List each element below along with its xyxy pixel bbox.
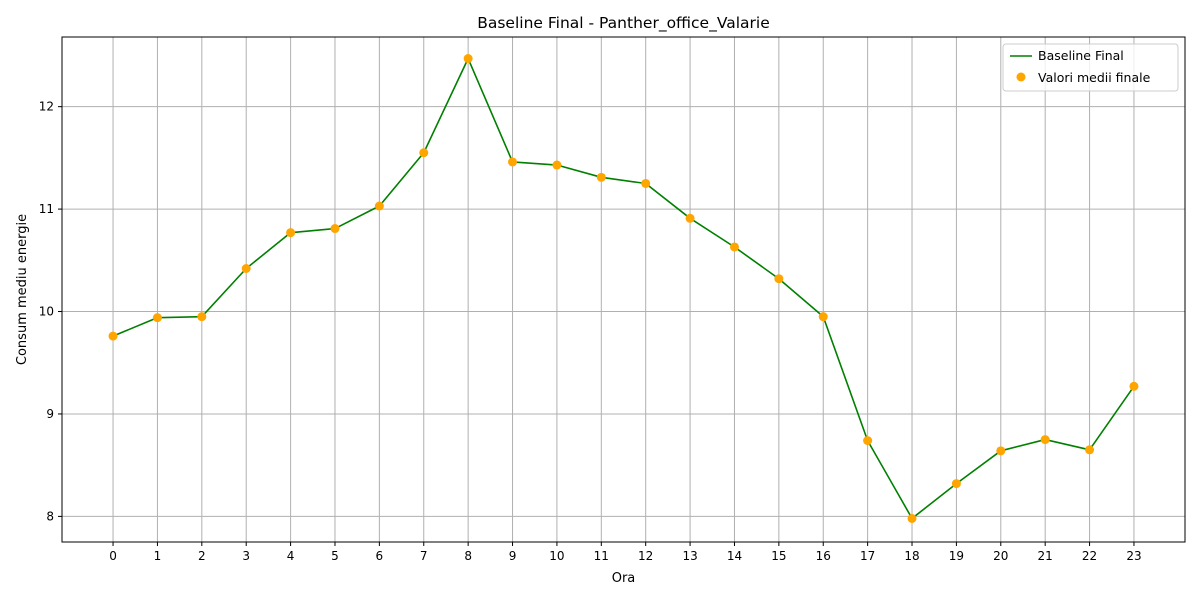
scatter-point bbox=[152, 313, 162, 323]
chart-title: Baseline Final - Panther_office_Valarie bbox=[477, 14, 770, 33]
x-tick-label: 9 bbox=[509, 549, 517, 563]
scatter-point bbox=[863, 436, 873, 446]
legend-box bbox=[1002, 43, 1179, 92]
scatter-point bbox=[508, 157, 518, 167]
x-tick-label: 13 bbox=[682, 549, 697, 563]
legend-label-line-series: Baseline Final bbox=[1038, 48, 1124, 63]
scatter-point bbox=[286, 228, 296, 238]
x-tick-label: 20 bbox=[993, 549, 1008, 563]
x-tick-label: 14 bbox=[727, 549, 742, 563]
x-tick-label: 4 bbox=[287, 549, 295, 563]
x-tick-label: 1 bbox=[154, 549, 162, 563]
x-tick-label: 22 bbox=[1082, 549, 1097, 563]
scatter-point bbox=[241, 264, 251, 274]
x-tick-label: 5 bbox=[331, 549, 339, 563]
scatter-point bbox=[685, 213, 695, 223]
scatter-point bbox=[463, 54, 473, 64]
x-tick-label: 7 bbox=[420, 549, 428, 563]
scatter-point bbox=[108, 331, 118, 341]
scatter-point bbox=[419, 148, 429, 158]
scatter-point bbox=[996, 446, 1006, 456]
scatter-point bbox=[197, 312, 207, 322]
legend: Baseline Final Valori medii finale bbox=[1002, 43, 1179, 92]
scatter-point bbox=[374, 201, 384, 211]
y-tick-label: 12 bbox=[39, 100, 54, 114]
x-tick-label: 19 bbox=[949, 549, 964, 563]
x-tick-label: 10 bbox=[549, 549, 564, 563]
x-tick-label: 16 bbox=[816, 549, 831, 563]
scatter-point bbox=[1040, 435, 1050, 445]
scatter-point bbox=[552, 160, 562, 170]
legend-marker-swatch bbox=[1016, 72, 1026, 82]
x-tick-label: 8 bbox=[464, 549, 472, 563]
grid bbox=[62, 37, 1185, 542]
scatter-point bbox=[774, 274, 784, 284]
scatter-point bbox=[330, 224, 340, 234]
scatter-point bbox=[951, 479, 961, 489]
y-tick-label: 8 bbox=[46, 509, 54, 523]
y-tick-label: 10 bbox=[39, 305, 54, 319]
y-tick-label: 9 bbox=[46, 407, 54, 421]
x-tick-label: 12 bbox=[638, 549, 653, 563]
x-tick-label: 3 bbox=[242, 549, 250, 563]
scatter-point bbox=[818, 312, 828, 322]
y-tick-label: 11 bbox=[39, 202, 54, 216]
x-tick-label: 17 bbox=[860, 549, 875, 563]
scatter-point bbox=[641, 178, 651, 188]
series-area bbox=[108, 54, 1139, 523]
x-tick-label: 15 bbox=[771, 549, 786, 563]
scatter-point bbox=[1129, 381, 1139, 391]
x-axis-title: Ora bbox=[612, 571, 636, 586]
scatter-point bbox=[596, 172, 606, 182]
scatter-point bbox=[729, 242, 739, 252]
plot-frame bbox=[61, 36, 1186, 543]
x-tick-label: 6 bbox=[376, 549, 384, 563]
scatter-point bbox=[1085, 445, 1095, 455]
x-tick-label: 21 bbox=[1038, 549, 1053, 563]
legend-label-scatter-series: Valori medii finale bbox=[1038, 70, 1151, 85]
y-axis-title: Consum mediu energie bbox=[15, 214, 30, 365]
series-line-baseline-final bbox=[112, 57, 1135, 520]
x-tick-label: 23 bbox=[1126, 549, 1141, 563]
scatter-point bbox=[907, 513, 917, 523]
x-tick-label: 2 bbox=[198, 549, 206, 563]
x-tick-label: 11 bbox=[594, 549, 609, 563]
x-tick-label: 0 bbox=[109, 549, 117, 563]
x-tick-label: 18 bbox=[904, 549, 919, 563]
axes: 0 1 2 3 4 5 6 7 8 9 10 11 12 13 14 15 16 17 18 19 20 21 22 2389… bbox=[39, 100, 1142, 563]
